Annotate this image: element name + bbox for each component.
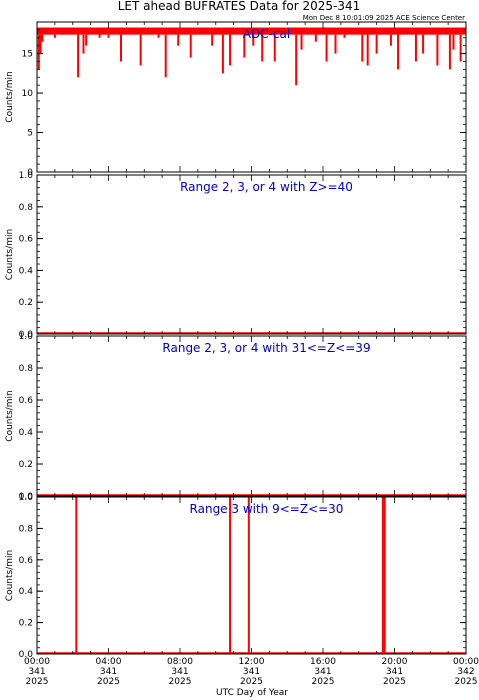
panels: 0 5 10 15 Counts/min ADC-cal 0.0 0.2 0.4 0.6 0.8 1.…: [5, 21, 467, 660]
y-axis-label: Counts/min: [5, 229, 15, 280]
x-tick-time: 00:00: [24, 657, 50, 667]
y-tick-label: 1.0: [19, 171, 34, 181]
y-tick-label: 0.0: [19, 330, 34, 340]
x-tick-time: 12:00: [239, 657, 265, 667]
y-tick-label: 0.6: [19, 556, 34, 566]
y-tick-label: 0.0: [19, 650, 34, 660]
x-tick-year: 2025: [26, 677, 49, 687]
y-tick-label: 10: [22, 89, 34, 99]
x-tick-year: 2025: [455, 677, 478, 687]
x-tick-time: 00:00: [453, 657, 479, 667]
x-tick-doy: 341: [100, 667, 117, 677]
y-tick-label: 1.0: [19, 493, 34, 503]
panel-title: Range 3 with 9<=Z<=30: [190, 502, 344, 516]
x-tick-doy: 342: [457, 667, 474, 677]
x-tick-year: 2025: [97, 677, 120, 687]
x-tick-doy: 341: [314, 667, 331, 677]
y-tick-label: 0.4: [19, 587, 34, 597]
y-tick-label: 5: [27, 129, 33, 139]
y-axis-label: Counts/min: [5, 550, 15, 601]
x-tick-doy: 341: [171, 667, 188, 677]
x-tick-doy: 341: [28, 667, 45, 677]
x-tick-year: 2025: [240, 677, 263, 687]
plot-frame: [36, 496, 467, 655]
x-tick-time: 20:00: [382, 657, 408, 667]
y-tick-label: 1.0: [19, 332, 34, 342]
x-tick-time: 04:00: [96, 657, 122, 667]
panel-1: 0 5 10 15 Counts/min ADC-cal: [5, 21, 467, 178]
plot-frame: [36, 174, 467, 335]
y-tick-label: 0.8: [19, 364, 34, 374]
y-axis-label: Counts/min: [5, 390, 15, 441]
panel-title: Range 2, 3, or 4 with Z>=40: [180, 180, 353, 194]
panel-title: Range 2, 3, or 4 with 31<=Z<=39: [162, 341, 370, 355]
y-tick-label: 0.2: [19, 460, 33, 470]
x-tick-doy: 341: [386, 667, 403, 677]
baseline-band: [37, 27, 466, 35]
y-tick-label: 0.2: [19, 619, 33, 629]
x-tick-time: 08:00: [167, 657, 193, 667]
x-tick-year: 2025: [312, 677, 335, 687]
panel-4: 0.0 0.2 0.4 0.6 0.8 1.0 Counts/min Range 3 with…: [5, 493, 467, 660]
y-tick-label: 0.8: [19, 203, 34, 213]
y-tick-label: 0.6: [19, 235, 34, 245]
x-tick-time: 16:00: [310, 657, 336, 667]
y-axis-label: Counts/min: [5, 71, 15, 122]
x-tick-doy: 341: [243, 667, 260, 677]
panel-3: 0.0 0.2 0.4 0.6 0.8 1.0 Counts/min Range 2, 3, …: [5, 332, 467, 502]
y-tick-label: 0.0: [19, 492, 34, 502]
panel-title: ADC-cal: [243, 27, 290, 41]
y-tick-label: 0.6: [19, 396, 34, 406]
panel-2: 0.0 0.2 0.4 0.6 0.8 1.0 Counts/min Range 2, 3, …: [5, 171, 467, 340]
y-tick-label: 0.4: [19, 266, 34, 276]
x-axis-label: UTC Day of Year: [216, 688, 288, 698]
x-tick-year: 2025: [169, 677, 192, 687]
timestamp-label: Mon Dec 8 10:01:09 2025 ACE Science Cent…: [303, 14, 465, 22]
x-tick-year: 2025: [383, 677, 406, 687]
y-tick-label: 0: [27, 168, 33, 178]
y-tick-label: 0.4: [19, 428, 34, 438]
plot-frame: [36, 21, 467, 173]
y-tick-label: 0.2: [19, 298, 33, 308]
figure-title: LET ahead BUFRATES Data for 2025-341: [118, 0, 360, 13]
plot-frame: [36, 335, 467, 497]
x-axis-tick-labels: 00:00341202504:00341202508:00341202512:0…: [24, 657, 479, 687]
y-tick-label: 15: [22, 50, 33, 60]
y-tick-label: 0.8: [19, 524, 34, 534]
